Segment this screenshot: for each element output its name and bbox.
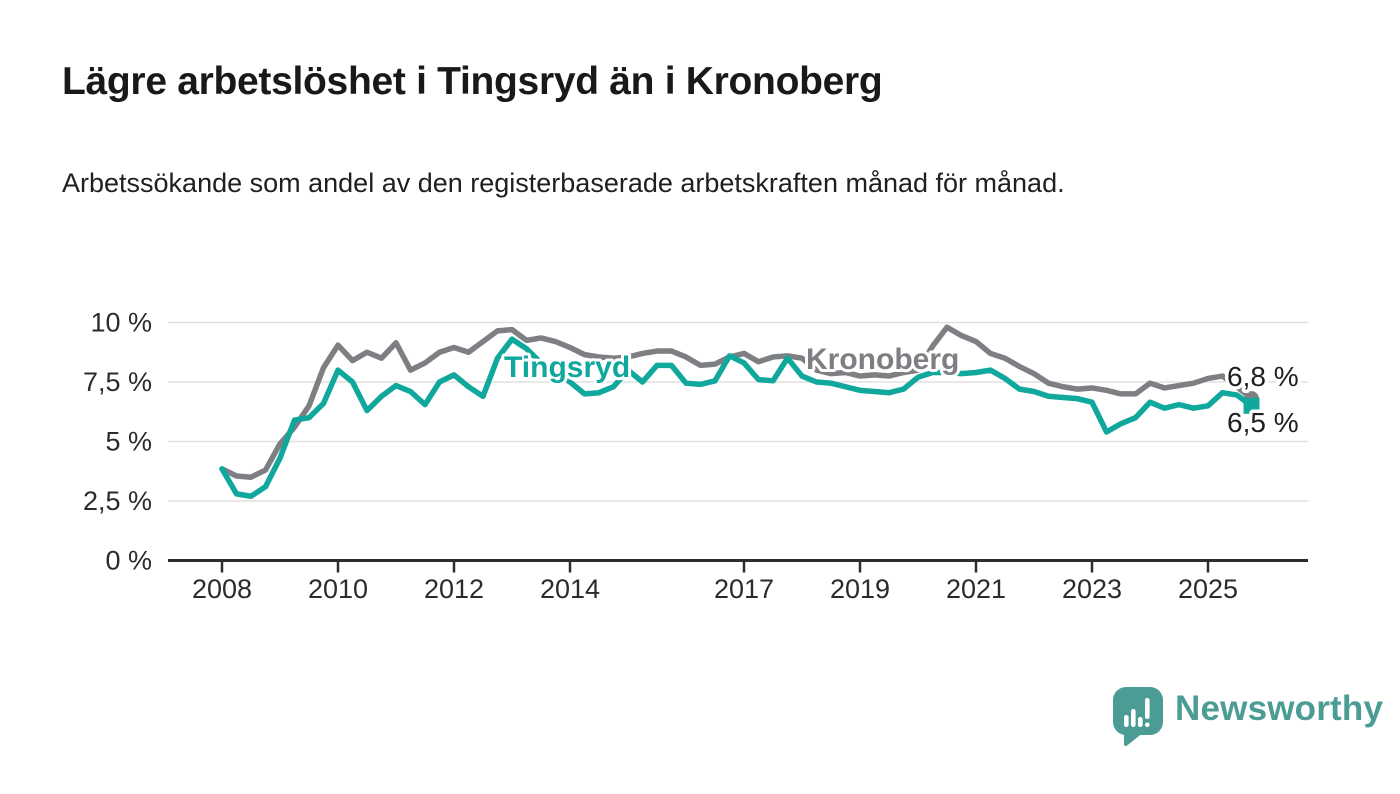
end-value-label-tingsryd: 6,5 % — [1227, 407, 1299, 438]
x-axis-label: 2014 — [540, 574, 600, 604]
y-axis-label: 10 % — [90, 308, 152, 338]
y-axis-label: 7,5 % — [83, 367, 152, 397]
x-axis-label: 2025 — [1178, 574, 1238, 604]
newsworthy-wordmark: Newsworthy — [1175, 689, 1384, 728]
chart-subtitle: Arbetssökande som andel av den registerb… — [62, 168, 1065, 198]
x-axis-label: 2023 — [1062, 574, 1122, 604]
x-axis-label: 2017 — [714, 574, 774, 604]
end-value-label-kronoberg: 6,8 % — [1227, 361, 1299, 392]
series-line-tingsryd — [219, 336, 1255, 499]
series-label-kronoberg: Kronoberg — [806, 343, 959, 376]
y-axis-label: 5 % — [105, 427, 152, 457]
x-axis-label: 2021 — [946, 574, 1006, 604]
end-marker-tingsryd — [1243, 397, 1260, 414]
series-label-tingsryd: Tingsryd — [504, 351, 630, 384]
y-axis-label: 0 % — [105, 546, 152, 576]
newsworthy-logo: Newsworthy — [1112, 686, 1383, 748]
x-axis-label: 2010 — [308, 574, 368, 604]
x-axis-label: 2012 — [424, 574, 484, 604]
page-title: Lägre arbetslöshet i Tingsryd än i Krono… — [62, 60, 883, 103]
x-axis-label: 2019 — [830, 574, 890, 604]
x-axis-label: 2008 — [192, 574, 252, 604]
y-axis-label: 2,5 % — [83, 486, 152, 516]
unemployment-line-chart: 0 % 2,5 % 5 % 7,5 % 10 % 2008 2010 2012 2014 2017… — [83, 308, 1308, 604]
series-line-kronoberg — [219, 324, 1255, 480]
speech-bubble-bar-chart-icon — [1113, 687, 1163, 746]
